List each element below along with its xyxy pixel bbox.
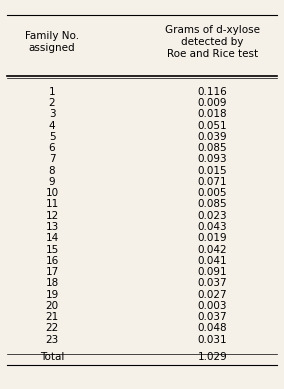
Text: 8: 8 bbox=[49, 166, 55, 176]
Text: 0.091: 0.091 bbox=[197, 267, 227, 277]
Text: 0.085: 0.085 bbox=[197, 200, 227, 209]
Text: 19: 19 bbox=[45, 290, 59, 300]
Text: 0.071: 0.071 bbox=[197, 177, 227, 187]
Text: 0.037: 0.037 bbox=[197, 312, 227, 322]
Text: 0.093: 0.093 bbox=[197, 154, 227, 165]
Text: 11: 11 bbox=[45, 200, 59, 209]
Text: 0.042: 0.042 bbox=[197, 245, 227, 254]
Text: 14: 14 bbox=[45, 233, 59, 243]
Text: 4: 4 bbox=[49, 121, 55, 131]
Text: 0.003: 0.003 bbox=[198, 301, 227, 311]
Text: 0.043: 0.043 bbox=[197, 222, 227, 232]
Text: 0.018: 0.018 bbox=[197, 109, 227, 119]
Text: 0.085: 0.085 bbox=[197, 143, 227, 153]
Text: 7: 7 bbox=[49, 154, 55, 165]
Text: 0.037: 0.037 bbox=[197, 279, 227, 288]
Text: 0.015: 0.015 bbox=[197, 166, 227, 176]
Text: Total: Total bbox=[40, 352, 64, 362]
Text: 1: 1 bbox=[49, 87, 55, 97]
Text: 0.048: 0.048 bbox=[197, 323, 227, 333]
Text: 5: 5 bbox=[49, 132, 55, 142]
Text: 0.009: 0.009 bbox=[198, 98, 227, 108]
Text: 22: 22 bbox=[45, 323, 59, 333]
Text: 15: 15 bbox=[45, 245, 59, 254]
Text: 17: 17 bbox=[45, 267, 59, 277]
Text: Grams of d-xylose
detected by
Roe and Rice test: Grams of d-xylose detected by Roe and Ri… bbox=[165, 25, 260, 58]
Text: 0.039: 0.039 bbox=[197, 132, 227, 142]
Text: 20: 20 bbox=[45, 301, 59, 311]
Text: 2: 2 bbox=[49, 98, 55, 108]
Text: 0.027: 0.027 bbox=[197, 290, 227, 300]
Text: 10: 10 bbox=[45, 188, 59, 198]
Text: 0.041: 0.041 bbox=[197, 256, 227, 266]
Text: 16: 16 bbox=[45, 256, 59, 266]
Text: 9: 9 bbox=[49, 177, 55, 187]
Text: 18: 18 bbox=[45, 279, 59, 288]
Text: 0.051: 0.051 bbox=[197, 121, 227, 131]
Text: 0.005: 0.005 bbox=[198, 188, 227, 198]
Text: 23: 23 bbox=[45, 335, 59, 345]
Text: 12: 12 bbox=[45, 211, 59, 221]
Text: 0.023: 0.023 bbox=[197, 211, 227, 221]
Text: 3: 3 bbox=[49, 109, 55, 119]
Text: 6: 6 bbox=[49, 143, 55, 153]
Text: 0.116: 0.116 bbox=[197, 87, 227, 97]
Text: 1.029: 1.029 bbox=[197, 352, 227, 362]
Text: Family No.
assigned: Family No. assigned bbox=[25, 31, 79, 53]
Text: 21: 21 bbox=[45, 312, 59, 322]
Text: 0.019: 0.019 bbox=[197, 233, 227, 243]
Text: 13: 13 bbox=[45, 222, 59, 232]
Text: 0.031: 0.031 bbox=[197, 335, 227, 345]
